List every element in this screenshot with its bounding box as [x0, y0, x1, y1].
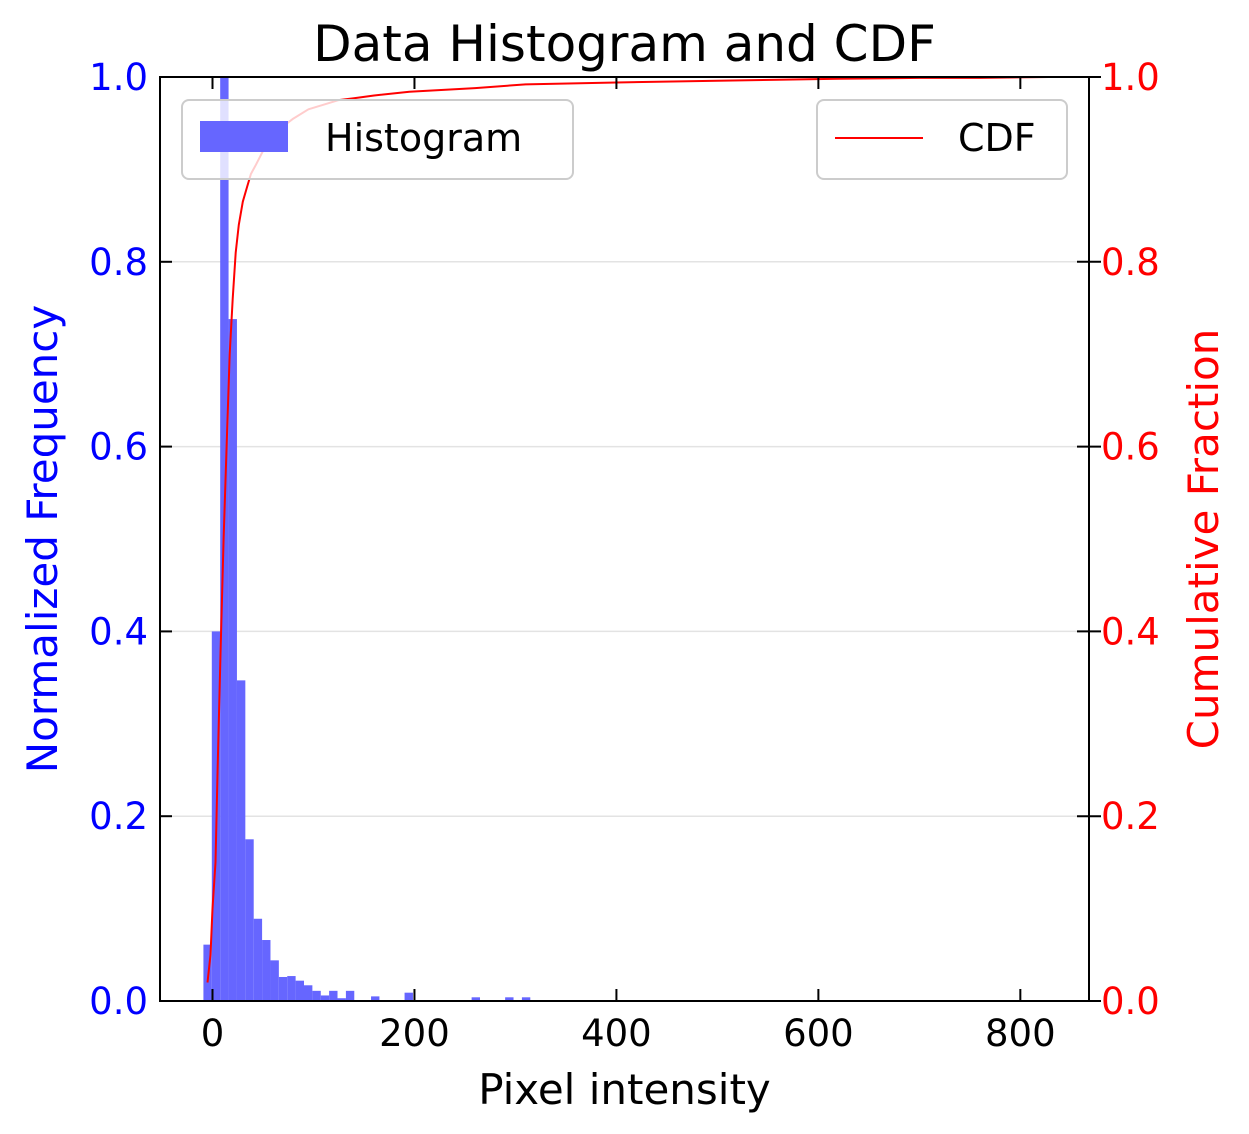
histogram-bar [345, 990, 355, 1001]
histogram-bar [329, 990, 338, 1001]
chart-title: Data Histogram and CDF [313, 15, 936, 73]
y-tick-label: 0.0 [89, 980, 148, 1023]
y-tick-label: 0.8 [89, 241, 148, 284]
x-tick-label: 200 [379, 1012, 450, 1055]
y2-tick-label: 0.6 [1101, 426, 1160, 469]
y2-tick-label: 0.4 [1101, 610, 1160, 653]
histogram-bar [471, 997, 481, 1001]
legend-histogram: Histogram [181, 99, 574, 180]
histogram-bar [295, 980, 304, 1001]
histogram-bar [521, 997, 531, 1001]
x-axis-title: Pixel intensity [478, 1065, 771, 1114]
y-axis-title: Normalized Frequency [18, 305, 67, 774]
x-tick-label: 600 [783, 1012, 854, 1055]
histogram-bar [320, 995, 330, 1001]
plot-frame [159, 76, 1090, 1002]
histogram-bar [337, 998, 346, 1001]
histogram-bar [287, 976, 296, 1001]
histogram-bar [245, 839, 254, 1001]
histogram-bar [404, 992, 413, 1001]
legend-cdf-label: CDF [958, 116, 1036, 160]
histogram-bar [505, 997, 514, 1001]
histogram-bar [236, 680, 246, 1001]
legend-histogram-label: Histogram [325, 116, 522, 160]
legend-histogram-swatch [200, 121, 288, 152]
histogram-bar [312, 990, 321, 1001]
y2-axis-title: Cumulative Fraction [1179, 329, 1228, 750]
legend-histogram-box [181, 99, 574, 180]
x-tick-label: 0 [201, 1012, 225, 1055]
histogram-bar [303, 985, 313, 1001]
axis-ticks: 0 200 400 600 800 0.0 0.2 0.4 0.6 0.8 1.0 0.0 0.2 0.4… [89, 56, 1160, 1055]
histogram-bar [371, 996, 380, 1001]
y2-tick-label: 0.0 [1101, 980, 1160, 1023]
y2-tick-label: 0.2 [1101, 795, 1160, 838]
y-tick-label: 0.6 [89, 426, 148, 469]
histogram-bar [228, 319, 237, 1001]
legend-cdf: CDF [816, 99, 1068, 180]
legend-cdf-box [816, 99, 1068, 180]
y-tick-label: 1.0 [89, 56, 148, 99]
histogram-bar [270, 960, 279, 1001]
x-tick-label: 400 [581, 1012, 652, 1055]
histogram-bar [262, 940, 271, 1001]
y-tick-label: 0.4 [89, 610, 148, 653]
y-tick-label: 0.2 [89, 795, 148, 838]
x-tick-label: 800 [985, 1012, 1056, 1055]
histogram-bar [278, 976, 288, 1001]
grid-lines [160, 261, 1089, 817]
histogram-bar [253, 918, 263, 1001]
y2-tick-label: 0.8 [1101, 241, 1160, 284]
y2-tick-label: 1.0 [1101, 56, 1160, 99]
